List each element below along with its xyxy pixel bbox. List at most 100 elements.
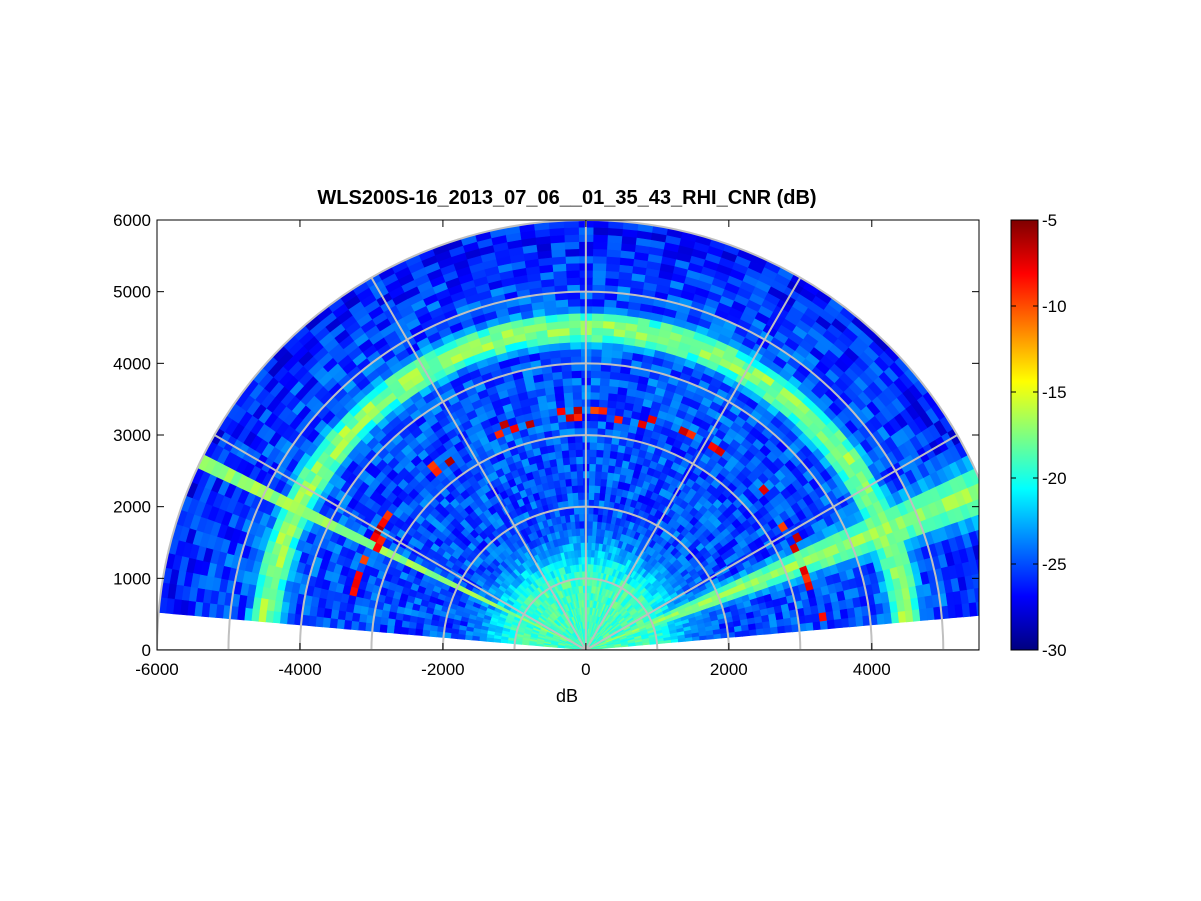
cnr-cell bbox=[609, 371, 621, 381]
cnr-cell bbox=[975, 558, 979, 574]
cnr-cell bbox=[571, 485, 578, 494]
cnr-cell bbox=[589, 406, 599, 415]
cnr-cell bbox=[557, 327, 570, 337]
cnr-cell bbox=[601, 341, 614, 351]
cnr-cell bbox=[551, 371, 563, 381]
cnr-cell bbox=[569, 348, 582, 357]
cnr-cell bbox=[588, 477, 596, 486]
cnr-cell bbox=[561, 449, 570, 459]
cnr-cell bbox=[549, 422, 560, 431]
cnr-cell bbox=[612, 335, 625, 345]
cnr-cell bbox=[552, 378, 564, 388]
cnr-cell bbox=[576, 477, 584, 486]
cnr-cell bbox=[589, 441, 598, 450]
cnr-cell bbox=[563, 234, 580, 243]
cnr-cell bbox=[551, 256, 567, 265]
cnr-cell bbox=[592, 241, 608, 250]
cnr-cell bbox=[588, 484, 595, 493]
cnr-cell bbox=[553, 385, 564, 395]
cnr-cell bbox=[569, 470, 578, 480]
cnr-cell bbox=[608, 457, 617, 467]
cnr-cell bbox=[551, 263, 567, 272]
cnr-cell bbox=[563, 392, 574, 401]
cnr-cell bbox=[548, 349, 561, 359]
cnr-cell bbox=[555, 306, 569, 315]
cnr-cell bbox=[606, 399, 617, 409]
cnr-cell bbox=[589, 398, 600, 408]
cnr-cell bbox=[593, 492, 600, 501]
cnr-cell bbox=[833, 618, 843, 629]
cnr-cell bbox=[598, 399, 609, 408]
cnr-cell bbox=[586, 570, 591, 579]
cnr-cell bbox=[573, 420, 583, 429]
cnr-cell bbox=[755, 627, 765, 636]
cnr-cell bbox=[840, 617, 850, 628]
cnr-cell bbox=[567, 305, 581, 314]
cnr-cell bbox=[575, 449, 583, 458]
cnr-cell bbox=[587, 535, 593, 543]
cnr-cell bbox=[567, 312, 581, 322]
cnr-cell bbox=[602, 313, 616, 322]
cnr-cell bbox=[595, 442, 605, 451]
cnr-cell bbox=[591, 298, 605, 307]
cnr-cell bbox=[560, 442, 569, 452]
cnr-cell bbox=[553, 277, 568, 287]
cnr-cell bbox=[568, 320, 581, 329]
cnr-cell bbox=[599, 370, 611, 380]
cnr-cell bbox=[608, 378, 620, 388]
cnr-cell bbox=[602, 320, 615, 330]
cnr-cell bbox=[606, 241, 622, 251]
cnr-cell bbox=[571, 384, 582, 393]
cnr-cell bbox=[565, 269, 580, 279]
cnr-cell bbox=[812, 620, 822, 631]
cnr-cell bbox=[588, 456, 597, 465]
cnr-cell bbox=[566, 277, 580, 286]
cnr-cell bbox=[569, 463, 577, 472]
cnr-cell bbox=[592, 513, 599, 522]
cnr-cell bbox=[848, 616, 857, 628]
cnr-cell bbox=[606, 234, 623, 244]
cnr-cell bbox=[564, 241, 580, 250]
cnr-cell bbox=[604, 277, 619, 287]
cnr-cell bbox=[601, 327, 615, 337]
cnr-cell bbox=[578, 520, 585, 529]
cnr-cell bbox=[548, 342, 561, 352]
cnr-cell bbox=[572, 398, 582, 408]
cnr-cell bbox=[567, 442, 576, 451]
cnr-cell bbox=[599, 478, 608, 487]
cnr-cell bbox=[564, 478, 572, 487]
plot-area bbox=[157, 220, 979, 650]
cnr-cell bbox=[600, 349, 613, 358]
cnr-cell bbox=[569, 341, 581, 350]
cnr-cell bbox=[589, 420, 599, 429]
cnr-cell bbox=[601, 464, 609, 473]
cnr-cell bbox=[555, 399, 566, 409]
cnr-cell bbox=[586, 563, 591, 572]
cnr-cell bbox=[561, 370, 573, 380]
cnr-cell bbox=[601, 334, 614, 344]
cnr-cell bbox=[593, 485, 601, 494]
cnr-cell bbox=[564, 255, 580, 264]
cnr-cell bbox=[592, 262, 607, 272]
cnr-cell bbox=[972, 544, 979, 561]
cnr-cell bbox=[562, 464, 571, 473]
cnr-cell bbox=[564, 406, 574, 415]
cnr-cell bbox=[606, 471, 615, 481]
cnr-cell bbox=[559, 349, 571, 358]
cnr-cell bbox=[587, 542, 592, 551]
cnr-cell bbox=[548, 414, 559, 424]
cnr-cell bbox=[569, 334, 581, 343]
cnr-cell bbox=[602, 449, 611, 459]
cnr-cell bbox=[572, 406, 583, 415]
cnr-cell bbox=[577, 492, 584, 501]
cnr-cell bbox=[575, 456, 583, 465]
cnr-cell bbox=[855, 615, 864, 627]
cnr-cell bbox=[587, 556, 592, 565]
cnr-cell bbox=[568, 449, 577, 458]
chart-title: WLS200S-16_2013_07_06__01_35_43_RHI_CNR … bbox=[317, 187, 816, 209]
cnr-cell bbox=[550, 241, 566, 251]
cnr-cell bbox=[572, 391, 582, 400]
cnr-cell bbox=[595, 449, 604, 458]
cnr-cell bbox=[611, 349, 623, 359]
